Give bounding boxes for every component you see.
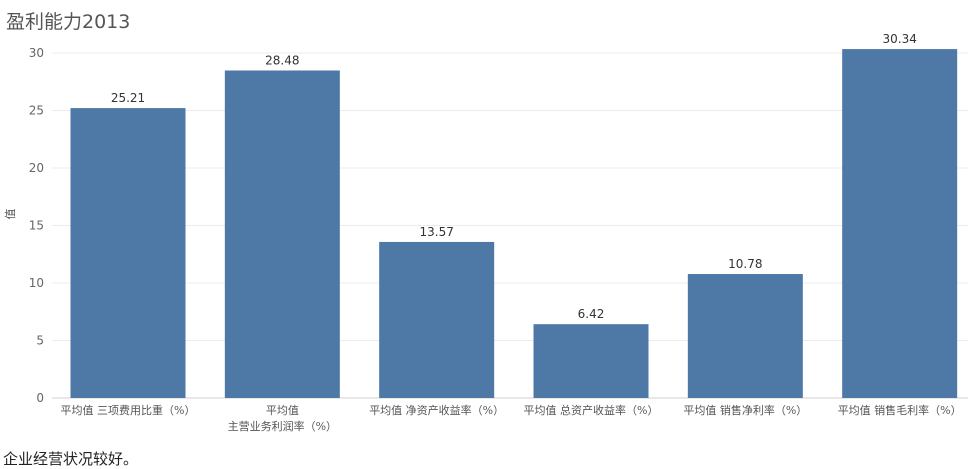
bar xyxy=(379,241,495,398)
y-tick-label: 30 xyxy=(29,46,44,60)
bar-value-label: 30.34 xyxy=(882,32,916,46)
bar-value-label: 28.48 xyxy=(265,53,299,67)
y-tick-label: 0 xyxy=(36,391,44,405)
bar-value-label: 25.21 xyxy=(111,91,145,105)
bar-value-label: 10.78 xyxy=(728,257,762,271)
x-tick-label: 平均值 销售毛利率（%） xyxy=(838,403,962,417)
x-tick-label: 平均值 净资产收益率（%） xyxy=(369,403,504,417)
y-axis: 0 5 10 15 20 25 30 xyxy=(29,46,44,405)
bar-value-label: 13.57 xyxy=(419,225,453,239)
bar xyxy=(842,49,958,399)
y-tick-label: 15 xyxy=(29,219,44,233)
bars xyxy=(70,49,958,399)
caption-text: 企业经营状况较好。 xyxy=(3,450,139,468)
gridlines xyxy=(52,52,968,399)
bar xyxy=(70,108,186,399)
y-tick-label: 25 xyxy=(29,104,44,118)
x-tick-label: 平均值 总资产收益率（%） xyxy=(524,403,659,417)
y-tick-label: 5 xyxy=(36,334,44,348)
bar xyxy=(224,70,340,398)
y-tick-label: 20 xyxy=(29,161,44,175)
bar xyxy=(533,324,649,398)
x-tick-label: 平均值 销售净利率（%） xyxy=(683,403,807,417)
bar-value-label: 6.42 xyxy=(578,307,605,321)
x-tick-label: 平均值 xyxy=(266,404,299,417)
chart-title: 盈利能力2013 xyxy=(6,11,131,33)
bar xyxy=(687,274,803,398)
bar-value-labels: 25.21 28.48 13.57 6.42 10.78 30.34 xyxy=(111,32,917,321)
y-axis-label: 值 xyxy=(4,209,17,220)
x-tick-label: 平均值 三项费用比重（%） xyxy=(61,403,196,417)
x-tick-label: 主营业务利润率（%） xyxy=(228,419,337,433)
y-tick-label: 10 xyxy=(29,276,44,290)
